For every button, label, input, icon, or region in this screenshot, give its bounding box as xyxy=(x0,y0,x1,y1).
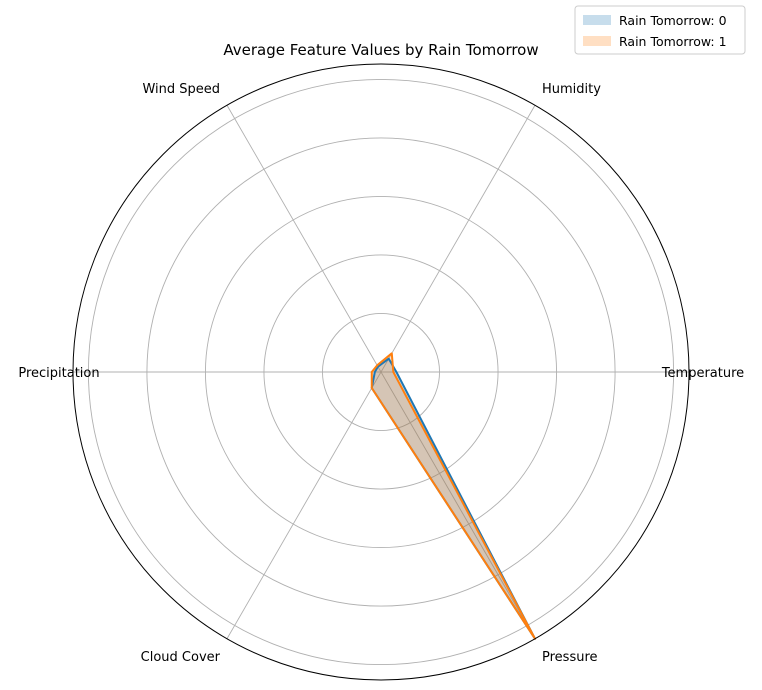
polar-frame xyxy=(72,63,690,681)
grid-spoke xyxy=(226,371,382,639)
category-label: Precipitation xyxy=(18,366,99,381)
legend: Rain Tomorrow: 0 Rain Tomorrow: 1 xyxy=(574,5,746,55)
series-group xyxy=(370,352,536,640)
legend-label: Rain Tomorrow: 0 xyxy=(619,13,727,28)
grid-spoke xyxy=(380,371,536,639)
category-labels: Temperature Humidity Wind Speed Precipitati… xyxy=(18,82,744,665)
category-label: Cloud Cover xyxy=(141,650,221,665)
category-label: Wind Speed xyxy=(142,82,220,97)
category-label: Humidity xyxy=(542,82,601,97)
grid-spoke xyxy=(226,105,382,373)
legend-swatch xyxy=(583,36,611,46)
chart-title: Average Feature Values by Rain Tomorrow xyxy=(223,41,538,59)
legend-box xyxy=(574,5,746,55)
series-fill-0 xyxy=(371,358,535,639)
category-label: Pressure xyxy=(542,650,598,665)
series-fill-1 xyxy=(371,353,535,639)
legend-label: Rain Tomorrow: 1 xyxy=(619,34,727,49)
category-label: Temperature xyxy=(661,366,744,381)
radial-grid xyxy=(73,78,689,666)
grid-spoke xyxy=(380,105,536,373)
legend-swatch xyxy=(583,15,611,25)
